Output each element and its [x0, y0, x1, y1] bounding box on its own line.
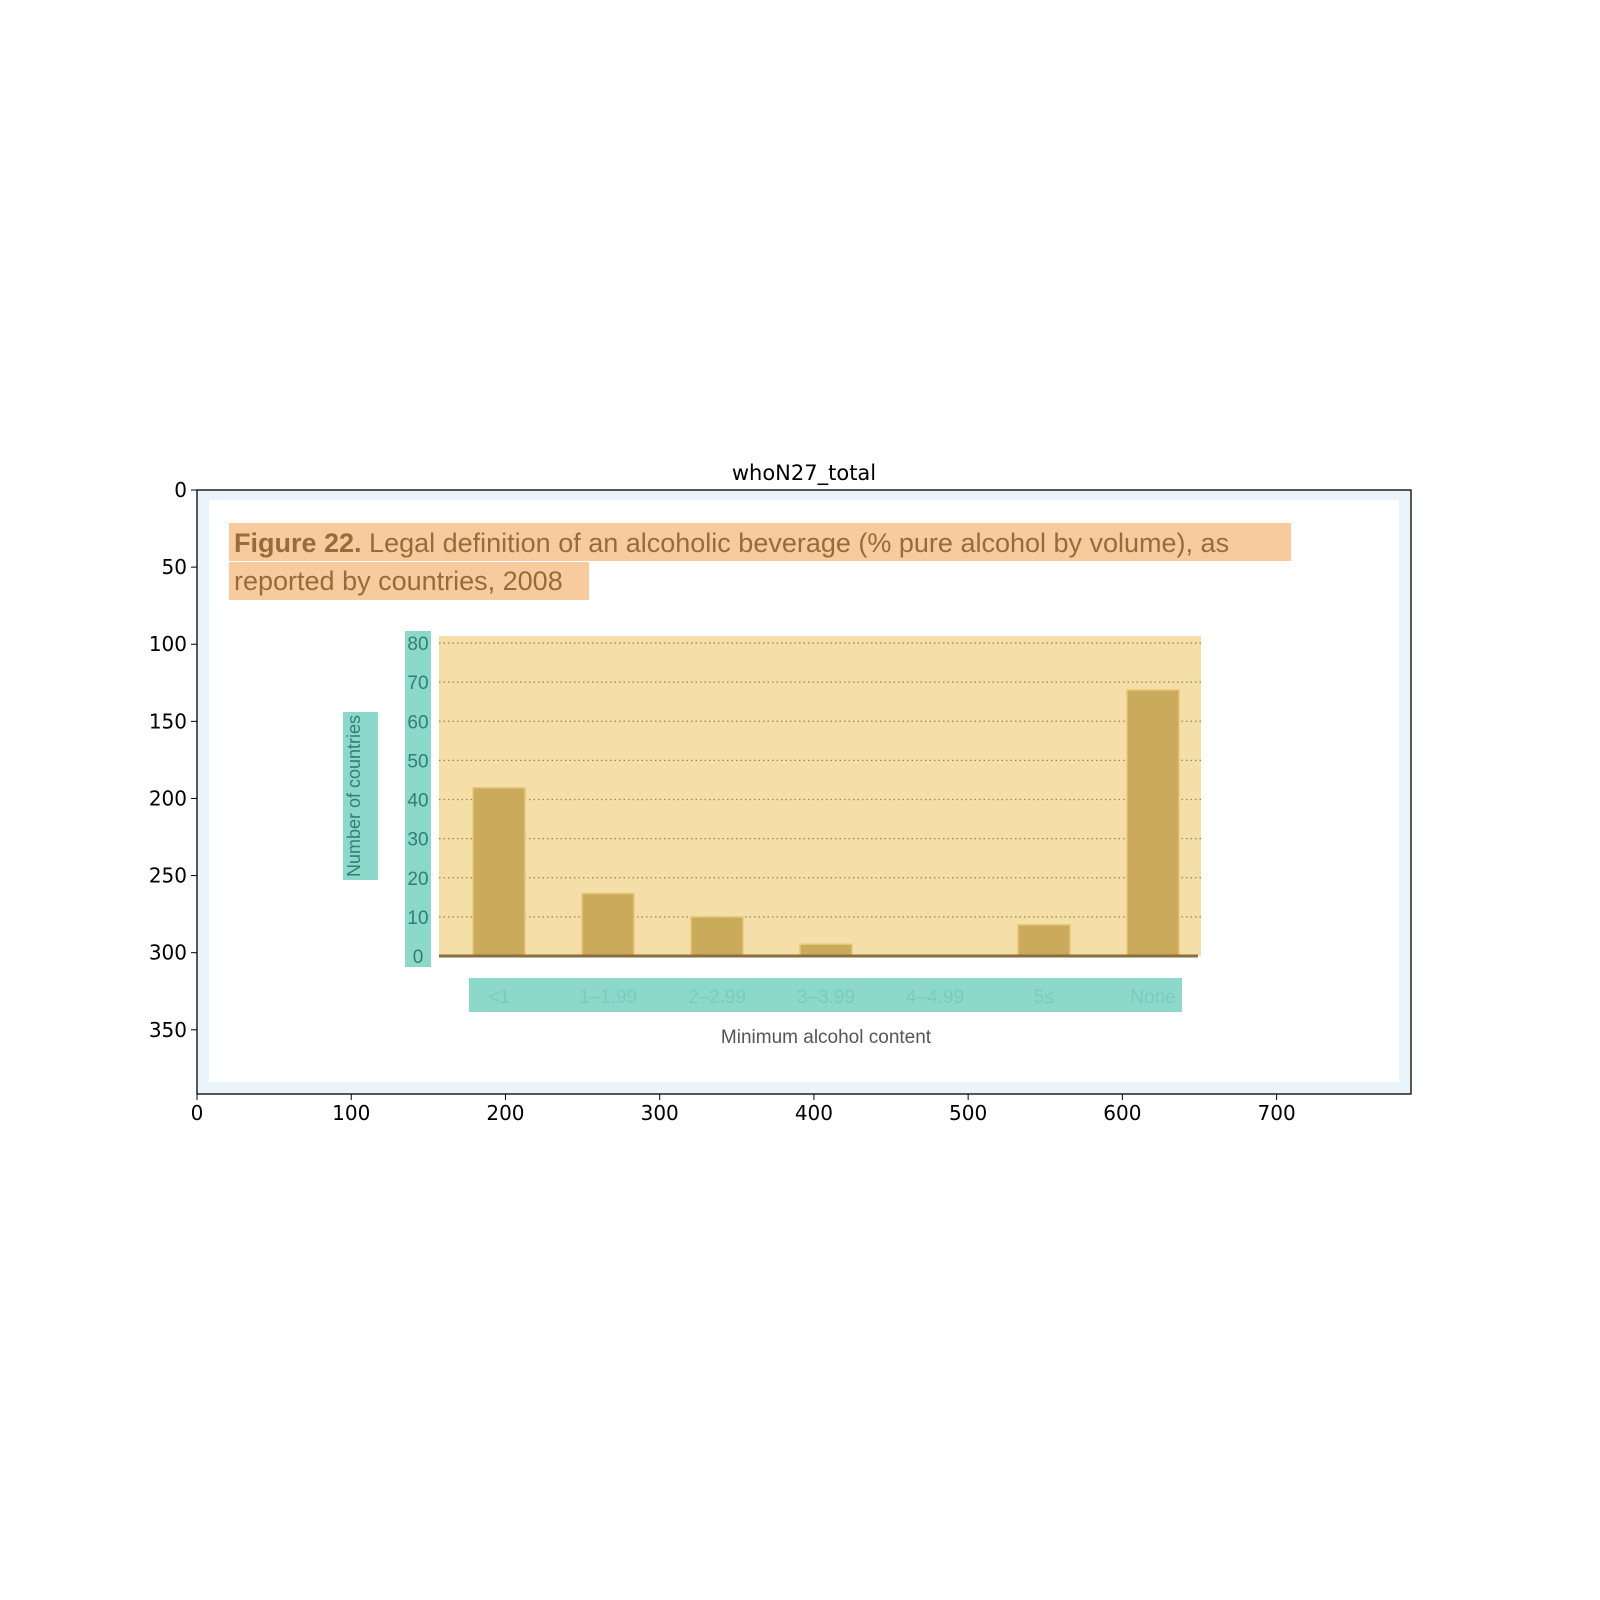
inner-y-tick-label: 0 [413, 947, 424, 968]
outer-x-tick-label: 300 [641, 1101, 679, 1125]
ylabel-highlight [343, 712, 378, 880]
outer-y-tick-label: 50 [162, 555, 187, 579]
bar [472, 787, 526, 957]
inner-x-axis-label: Minimum alcohol content [721, 1027, 932, 1048]
figure-caption-rest: Legal definition of an alcoholic beverag… [362, 528, 1230, 558]
yticks-highlight [405, 631, 431, 967]
outer-y-tick-label: 350 [149, 1018, 187, 1042]
bar [1126, 689, 1180, 957]
outer-x-tick-label: 500 [949, 1101, 987, 1125]
inner-chart: 01020304050607080<11–1.992–2.993–3.994–4… [405, 631, 1201, 1008]
inner-y-tick-label: 80 [407, 634, 428, 655]
figure-caption-bold: Figure 22. [234, 528, 362, 558]
bar [799, 943, 853, 957]
outer-x-tick-label: 400 [795, 1101, 833, 1125]
plot-title: whoN27_total [732, 461, 876, 486]
outer-x-tick-label: 600 [1103, 1101, 1141, 1125]
inner-y-tick-label: 30 [407, 830, 428, 851]
outer-x-tick-label: 0 [191, 1101, 204, 1125]
outer-x-tick-label: 100 [332, 1101, 370, 1125]
xticks-highlight [469, 978, 1182, 1012]
bar [1017, 923, 1071, 957]
bar [690, 916, 744, 957]
figure-caption-line2: reported by countries, 2008 [234, 566, 563, 596]
inner-y-axis-label: Number of countries [344, 715, 364, 877]
outer-y-tick-label: 250 [149, 864, 187, 888]
outer-y-tick-label: 100 [149, 632, 187, 656]
inner-y-tick-label: 20 [407, 869, 428, 890]
bar [581, 892, 635, 957]
inner-y-tick-label: 10 [407, 908, 428, 929]
inner-y-tick-label: 40 [407, 791, 428, 812]
outer-x-tick-label: 700 [1258, 1101, 1296, 1125]
caption-highlight-1 [229, 523, 1291, 561]
outer-axes-border [196, 489, 1412, 1095]
figure-caption-line1: Figure 22. Legal definition of an alcoho… [234, 528, 1229, 558]
inner-plot-area [439, 636, 1201, 956]
outer-y-tick-label: 150 [149, 709, 187, 733]
inner-y-tick-label: 60 [407, 712, 428, 733]
outer-y-tick-label: 200 [149, 786, 187, 810]
inner-y-tick-label: 50 [407, 751, 428, 772]
outer-x-tick-label: 200 [486, 1101, 524, 1125]
caption-highlight-2 [229, 562, 589, 600]
outer-y-tick-label: 0 [174, 478, 187, 502]
outer-ticks: 0 100 200 300 400 500 600 700050100150200250300… [149, 478, 1296, 1125]
outer-y-tick-label: 300 [149, 941, 187, 965]
inner-y-tick-label: 70 [407, 673, 428, 694]
